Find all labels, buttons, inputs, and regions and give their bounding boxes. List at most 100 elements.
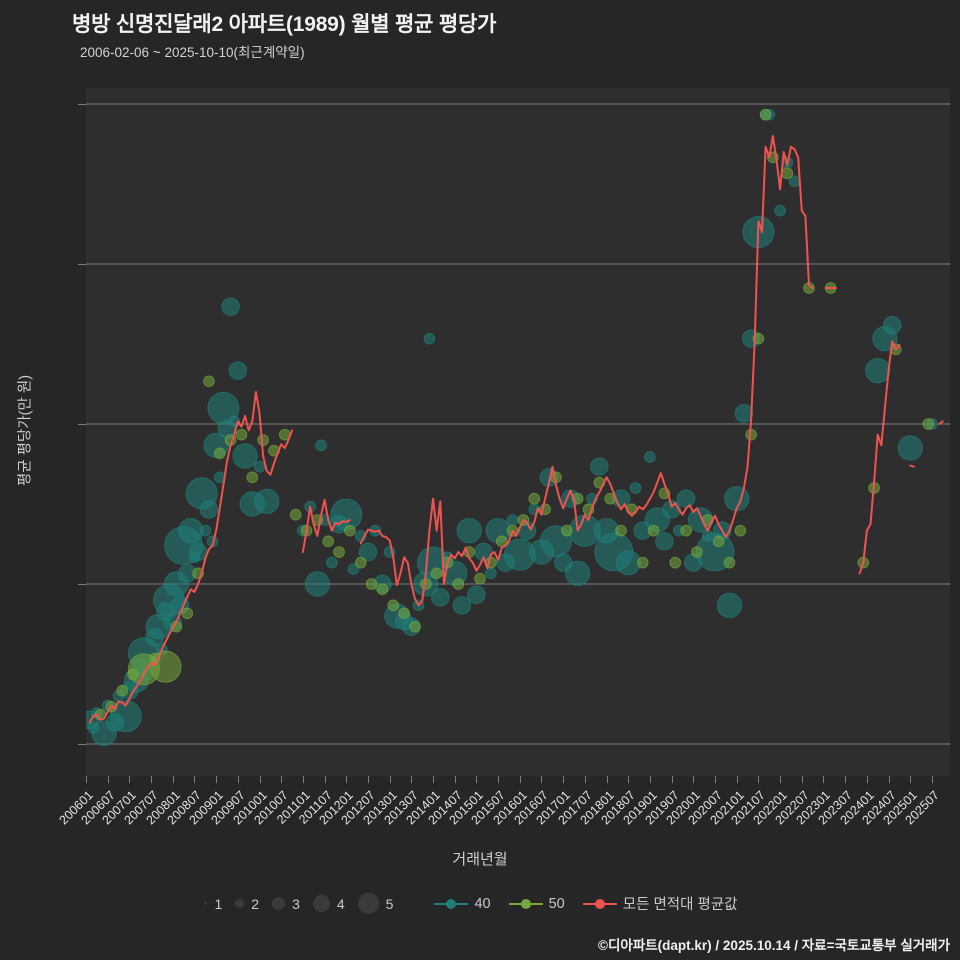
data-point xyxy=(669,556,682,569)
x-tick-mark xyxy=(411,776,413,783)
size-legend: 1 2 3 4 5 xyxy=(204,893,406,914)
legend-series-item[interactable]: 50 xyxy=(508,895,565,912)
data-point xyxy=(431,588,450,607)
data-point xyxy=(723,556,736,569)
data-point xyxy=(615,550,641,576)
legend-series-item[interactable]: 40 xyxy=(434,896,491,912)
x-tick-mark xyxy=(86,776,87,783)
legend-size-item: 3 xyxy=(272,896,300,912)
x-tick-mark xyxy=(519,776,521,783)
data-point xyxy=(423,332,436,345)
data-point xyxy=(897,435,923,461)
x-tick-mark xyxy=(584,776,586,783)
data-point xyxy=(398,607,410,620)
data-point xyxy=(228,361,248,380)
legend-size-item: 2 xyxy=(235,896,259,912)
legend-series-label: 모든 면적대 평균값 xyxy=(622,897,738,913)
data-point xyxy=(315,439,327,452)
bubble-series-50 xyxy=(94,108,935,721)
average-line xyxy=(858,340,901,575)
data-point xyxy=(304,571,330,597)
data-point xyxy=(254,488,280,514)
legend-size-item: 5 xyxy=(357,893,393,914)
chart-legend: 1 2 3 4 5 40 50 모든 면적대 평균값 xyxy=(0,893,960,914)
y-tick-mark xyxy=(78,264,86,265)
data-point xyxy=(344,524,356,537)
data-point xyxy=(474,572,486,585)
data-point xyxy=(199,500,219,519)
x-tick-mark xyxy=(715,776,717,783)
data-point xyxy=(409,620,421,633)
legend-series-label: 50 xyxy=(548,895,565,912)
average-line xyxy=(909,464,915,468)
x-tick-mark xyxy=(758,776,760,783)
x-tick-mark xyxy=(649,776,651,783)
data-point xyxy=(221,297,240,316)
data-point xyxy=(676,489,696,508)
x-tick-mark xyxy=(346,776,348,783)
legend-series-item[interactable]: 모든 면적대 평균값 xyxy=(582,893,738,914)
series-legend: 40 50 모든 면적대 평균값 xyxy=(434,893,755,914)
y-axis-label: 평균 평당가(만 원) xyxy=(17,374,34,487)
data-point xyxy=(590,457,609,476)
legend-series-marker xyxy=(508,898,543,910)
data-point xyxy=(376,583,389,596)
x-tick-mark xyxy=(324,776,326,783)
data-point xyxy=(387,599,400,612)
data-point xyxy=(330,498,363,531)
x-tick-mark xyxy=(801,776,803,783)
legend-size-dot xyxy=(357,893,379,914)
data-point xyxy=(333,546,345,558)
data-point xyxy=(430,567,443,580)
x-tick-mark xyxy=(107,776,109,783)
data-point xyxy=(452,596,472,615)
x-tick-mark xyxy=(671,776,673,783)
average-line xyxy=(938,420,944,425)
legend-size-label: 1 xyxy=(214,895,223,912)
data-point xyxy=(615,524,627,537)
average-line xyxy=(359,135,814,607)
data-point xyxy=(691,546,703,558)
data-point xyxy=(232,443,258,469)
data-point xyxy=(865,358,891,384)
x-tick-mark xyxy=(237,776,239,783)
x-tick-mark xyxy=(433,776,435,783)
x-tick-mark xyxy=(780,776,782,783)
legend-size-item: 1 xyxy=(204,896,222,912)
legend-series-marker xyxy=(582,898,617,910)
x-tick-mark xyxy=(172,776,174,783)
chart-title: 병방 신명진달래2 아파트(1989) 월별 평균 평당가 xyxy=(72,13,497,36)
legend-size-dot xyxy=(204,902,208,905)
data-point xyxy=(506,514,519,526)
x-tick-mark xyxy=(498,776,500,783)
data-point xyxy=(528,492,541,505)
x-tick-mark xyxy=(866,776,868,783)
x-tick-mark xyxy=(628,776,630,783)
x-tick-mark xyxy=(823,776,825,783)
data-point xyxy=(774,204,786,217)
data-point xyxy=(452,578,465,590)
data-point xyxy=(882,316,902,335)
x-tick-mark xyxy=(194,776,196,783)
x-tick-mark xyxy=(129,776,131,783)
data-point xyxy=(629,482,642,494)
data-point xyxy=(246,471,259,484)
average-line xyxy=(301,498,351,553)
data-point xyxy=(109,700,142,733)
data-point xyxy=(365,578,378,590)
legend-size-label: 3 xyxy=(292,895,300,912)
data-point xyxy=(781,167,794,180)
footer-credit: ©디아파트(dapt.kr) / 2025.10.14 / 자료=국토교통부 실… xyxy=(598,938,950,953)
x-tick-mark xyxy=(931,776,933,783)
data-point xyxy=(636,556,649,569)
x-tick-mark xyxy=(151,776,153,783)
data-point xyxy=(326,556,338,569)
x-tick-mark xyxy=(476,776,478,783)
data-point xyxy=(257,434,269,446)
x-tick-mark xyxy=(259,776,261,783)
x-axis-label: 거래년월 xyxy=(452,851,508,868)
y-tick-mark xyxy=(78,584,86,585)
x-tick-mark xyxy=(563,776,565,783)
chart-subtitle: 2006-02-06 ~ 2025-10-10(최근계약일) xyxy=(80,45,305,60)
data-point xyxy=(178,518,204,544)
